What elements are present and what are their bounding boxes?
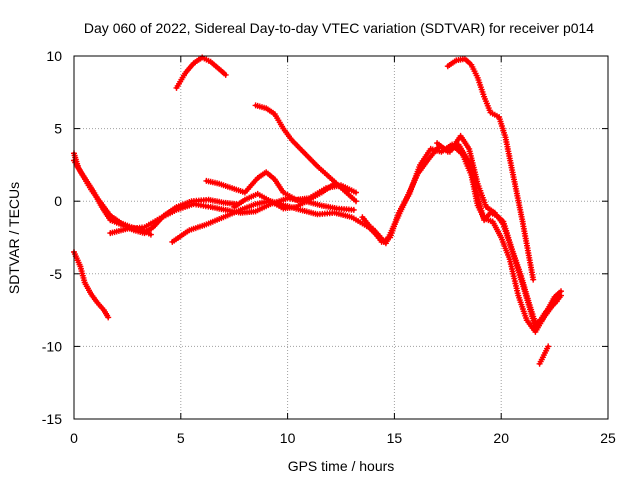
series-point-markers	[71, 249, 112, 321]
series-line	[446, 57, 535, 282]
series-arc-5	[173, 54, 229, 91]
series-point-markers	[536, 343, 552, 367]
x-tick-label: 25	[600, 430, 616, 446]
x-tick-label: 0	[70, 430, 78, 446]
series-point-markers	[444, 55, 537, 283]
tick-labels: 0 5 10 15 20 25 -15 -10 -5 0 5 10	[42, 48, 616, 446]
series-arc-14	[536, 343, 552, 367]
series-arc-13	[444, 55, 537, 283]
x-tick-label: 15	[387, 430, 403, 446]
plot-frame	[73, 55, 609, 420]
chart-title: Day 060 of 2022, Sidereal Day-to-day VTE…	[84, 20, 594, 36]
series-point-markers	[252, 102, 359, 205]
series-arc-1	[71, 249, 112, 321]
data-series	[71, 54, 564, 367]
x-axis-label: GPS time / hours	[288, 458, 395, 474]
y-tick-label: 10	[46, 48, 62, 64]
grid-lines	[74, 56, 608, 419]
y-tick-label: -5	[50, 266, 63, 282]
x-tick-label: 10	[280, 430, 296, 446]
x-tick-label: 5	[177, 430, 185, 446]
series-point-markers	[173, 54, 229, 91]
x-tick-label: 20	[493, 430, 509, 446]
y-tick-label: -10	[42, 338, 62, 354]
series-arc-10	[359, 141, 564, 335]
series-point-markers	[359, 141, 564, 335]
series-arc-9	[252, 102, 359, 205]
axis-ticks	[73, 55, 609, 420]
y-tick-label: 5	[54, 121, 62, 137]
series-point-markers	[434, 140, 564, 327]
series-arc-12	[434, 140, 564, 327]
y-axis-label: SDTVAR / TECUs	[6, 182, 22, 294]
y-tick-label: 0	[54, 193, 62, 209]
series-line	[360, 143, 563, 334]
y-tick-label: -15	[42, 411, 62, 427]
